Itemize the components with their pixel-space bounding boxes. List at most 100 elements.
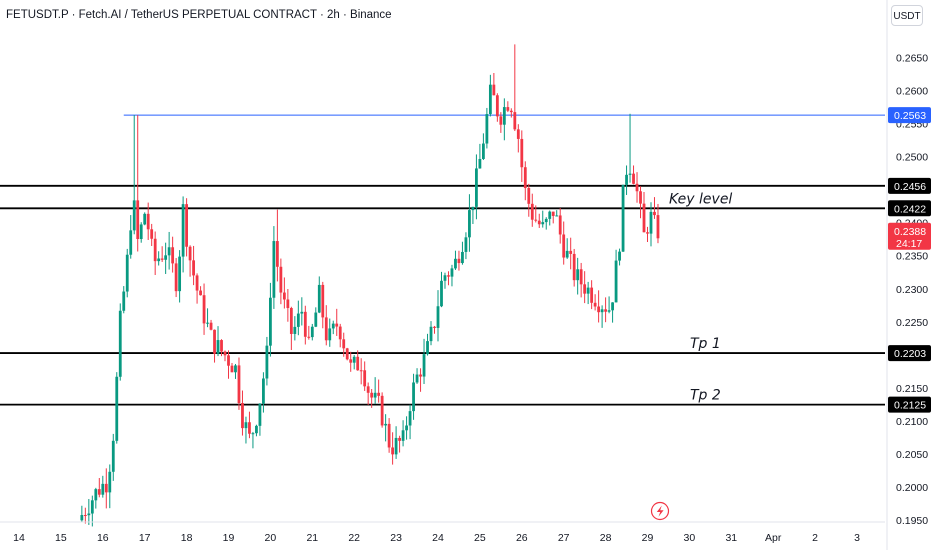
candle [230, 362, 234, 373]
candle [335, 308, 339, 336]
candle [415, 368, 419, 384]
candle [555, 210, 559, 217]
candle [401, 420, 405, 447]
candle [391, 432, 395, 465]
candle [384, 414, 388, 442]
candle [495, 93, 499, 122]
x-tick-label: 14 [13, 532, 25, 544]
candle [331, 320, 335, 335]
candle [433, 325, 436, 334]
candle [248, 411, 251, 439]
candle [485, 107, 489, 149]
candle [342, 332, 346, 357]
price-tag: 0.2456 [888, 177, 931, 194]
candle [265, 336, 269, 386]
candle [373, 377, 377, 404]
candle [461, 241, 464, 265]
candle [167, 231, 171, 270]
candle [213, 329, 216, 363]
candle [202, 283, 206, 335]
currency-button[interactable]: USDT [891, 5, 923, 26]
candle [363, 361, 367, 391]
x-tick-label: 29 [642, 532, 654, 544]
candle [541, 210, 545, 228]
price-tag: 0.2563 [888, 107, 931, 124]
candle [195, 273, 199, 304]
candle [370, 388, 374, 408]
candle [101, 475, 105, 498]
candle [642, 192, 646, 233]
candle [429, 321, 433, 346]
candle [286, 288, 290, 322]
candle [328, 318, 332, 347]
candle [255, 424, 258, 437]
candle [499, 112, 503, 133]
svg-text:0.2388: 0.2388 [894, 226, 926, 238]
candle [118, 303, 122, 381]
candle [115, 372, 119, 444]
price-tag: 0.2422 [888, 200, 931, 217]
svg-text:0.2203: 0.2203 [894, 348, 926, 360]
candle [181, 196, 185, 273]
candle [164, 242, 168, 274]
candle [569, 237, 573, 270]
candle [513, 44, 517, 132]
candle [310, 323, 314, 341]
candle [317, 276, 321, 314]
candle [262, 372, 265, 413]
lightning-icon[interactable] [650, 501, 670, 521]
candle [506, 101, 510, 113]
candle [345, 347, 349, 361]
x-tick-label: 30 [684, 532, 696, 544]
y-tick-label: 0.2300 [896, 284, 928, 296]
candle [502, 98, 506, 141]
x-tick-label: Apr [765, 532, 782, 544]
candle [625, 165, 628, 195]
candles-group [80, 44, 660, 527]
candle [356, 350, 360, 371]
candle [272, 226, 276, 309]
candle [104, 468, 108, 509]
y-tick-label: 0.2350 [896, 251, 928, 263]
candle [338, 323, 342, 348]
candle [572, 248, 576, 287]
candle [457, 250, 461, 271]
svg-text:0.2456: 0.2456 [894, 181, 926, 193]
candle [646, 226, 649, 242]
candle [607, 296, 611, 314]
candle [188, 245, 192, 277]
symbol-title: FETUSDT.P · Fetch.AI / TetherUS PERPETUA… [6, 9, 392, 21]
candle [111, 433, 115, 481]
x-tick-label: 20 [265, 532, 277, 544]
candle [237, 357, 241, 410]
candle [548, 210, 552, 226]
candle [296, 300, 300, 336]
candle [562, 221, 566, 265]
candle [244, 416, 248, 444]
y-tick-label: 0.2600 [896, 85, 928, 97]
candle [160, 246, 164, 262]
candle [544, 217, 548, 230]
candle [618, 248, 621, 266]
candle [600, 305, 604, 328]
x-tick-label: 24 [432, 532, 444, 544]
candle [139, 222, 143, 243]
candle [604, 297, 607, 323]
svg-text:0.2563: 0.2563 [894, 110, 926, 122]
x-tick-label: 27 [558, 532, 570, 544]
candle [146, 202, 150, 240]
candle [426, 333, 429, 356]
candle [192, 245, 195, 286]
candle [621, 184, 625, 253]
candle [143, 212, 147, 226]
candle [366, 382, 370, 405]
x-tick-label: 17 [139, 532, 151, 544]
candle [405, 416, 408, 440]
candle [227, 350, 230, 379]
candle [206, 308, 209, 328]
candle [185, 198, 188, 257]
candle [471, 206, 475, 224]
y-tick-label: 0.2100 [896, 416, 928, 428]
y-tick-label: 0.2650 [896, 52, 928, 64]
